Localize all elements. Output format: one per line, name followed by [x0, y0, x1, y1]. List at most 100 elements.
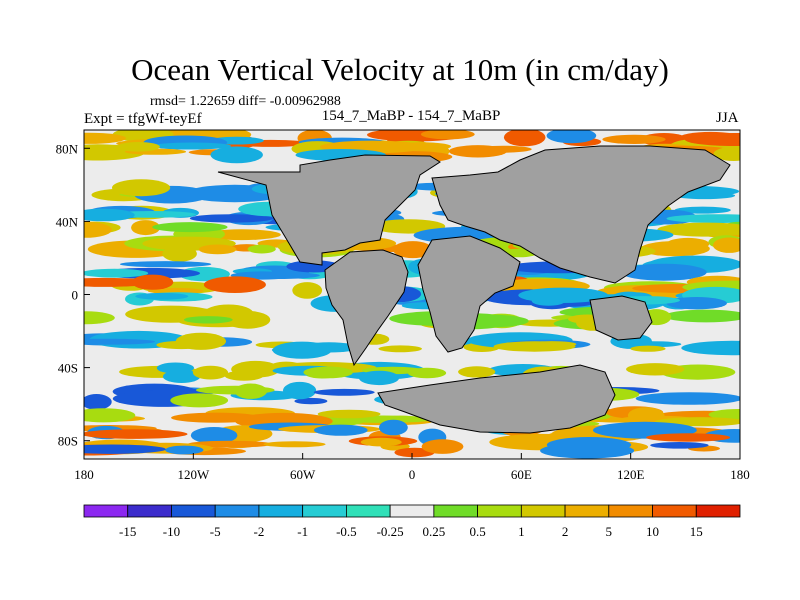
contour-patch: [646, 433, 731, 442]
lon-tick-label: 180: [730, 467, 750, 482]
contour-patch: [112, 179, 171, 197]
latitude-axis: 80N 40N 0 40S 80S: [56, 141, 90, 449]
australia-land: [589, 295, 653, 341]
contour-patch: [627, 407, 665, 424]
colorbar-label: 1: [518, 524, 525, 539]
contour-patch: [84, 444, 166, 454]
colorbar-swatch: [258, 504, 304, 518]
lon-tick-label: 120E: [617, 467, 645, 482]
contour-patch: [153, 142, 231, 150]
colorbar-swatch: [214, 504, 260, 518]
contour-patch: [666, 214, 740, 223]
colorbar-label: 0.25: [422, 524, 445, 539]
contour-patch: [458, 366, 496, 378]
contour-patch: [448, 145, 507, 158]
colorbar-swatch: [520, 504, 566, 518]
contour-patch: [674, 206, 731, 214]
contour-patch: [84, 394, 112, 410]
contour-patch: [358, 370, 400, 386]
contour-patch: [152, 222, 228, 233]
lat-tick-label: 0: [72, 288, 79, 303]
colorbar-label: 0.5: [469, 524, 485, 539]
lat-tick-label: 80S: [58, 434, 78, 449]
contour-patch: [190, 427, 238, 444]
contour-patch: [713, 146, 740, 161]
contour-patch: [630, 345, 666, 352]
south-america-land: [324, 249, 409, 367]
colorbar-label: -15: [119, 524, 136, 539]
contour-patch: [187, 440, 273, 448]
rmsd-diff-stats: rmsd= 1.22659 diff= -0.00962988: [150, 94, 341, 109]
contour-patch: [657, 222, 740, 237]
contour-patch: [198, 244, 237, 255]
contour-patch: [620, 263, 707, 281]
contour-patch: [407, 367, 447, 379]
colorbar-swatch: [389, 504, 435, 518]
contour-patch: [147, 287, 204, 295]
contour-patch: [303, 366, 353, 379]
contour-patch: [681, 340, 740, 356]
contour-patch: [183, 316, 233, 324]
contour-patch: [84, 221, 112, 238]
colorbar-swatch: [564, 504, 610, 518]
contour-patch: [135, 292, 189, 300]
lon-tick-label: 60W: [290, 467, 316, 482]
contour-patch: [713, 237, 740, 253]
contour-patch: [165, 445, 204, 455]
contour-patch: [116, 142, 160, 152]
contour-patch: [421, 439, 464, 454]
colorbar-label: 2: [562, 524, 569, 539]
contour-patch: [292, 282, 323, 299]
lon-tick-label: 0: [409, 467, 416, 482]
colorbar-label: 10: [646, 524, 659, 539]
contour-patch: [650, 442, 709, 449]
contour-patch: [546, 130, 597, 144]
contour-patch: [272, 341, 332, 359]
colorbar-label: -0.5: [336, 524, 357, 539]
colorbar-swatch: [83, 504, 129, 518]
contour-patch: [84, 268, 149, 278]
contour-patch: [420, 130, 475, 140]
map-field: [84, 130, 740, 459]
longitude-axis: 180 120W 60W 0 60E 120E 180: [74, 453, 750, 482]
colorbar: -15 -10 -5 -2 -1 -0.5 -0.25 0.25 0.5 1 2 5 10 15: [83, 504, 741, 539]
contour-patch: [317, 409, 381, 419]
contour-patch: [360, 437, 402, 447]
colorbar-swatch: [171, 504, 216, 518]
contour-patch: [378, 345, 423, 353]
experiment-label: Expt = tfgWf-teyEf: [84, 111, 202, 127]
colorbar-label: 5: [606, 524, 613, 539]
contour-patch: [192, 365, 229, 380]
lon-tick-label: 120W: [177, 467, 210, 482]
contour-patch: [493, 341, 576, 352]
contour-patch: [131, 274, 174, 290]
contour-patch: [263, 441, 326, 448]
lat-tick-label: 80N: [56, 141, 79, 156]
colorbar-label: -1: [297, 524, 308, 539]
contour-patch: [84, 408, 136, 423]
colorbar-swatch: [608, 504, 653, 518]
colorbar-label: -2: [254, 524, 265, 539]
contour-patch: [531, 296, 566, 306]
eurasia-land: [431, 145, 731, 284]
contour-patch: [162, 245, 197, 262]
contour-patch: [666, 297, 727, 310]
contour-patch: [84, 311, 115, 325]
lon-tick-label: 180: [74, 467, 94, 482]
colorbar-label: -10: [163, 524, 180, 539]
contour-patch: [602, 134, 666, 144]
colorbar-swatch: [477, 504, 522, 518]
contour-patch: [189, 214, 274, 223]
colorbar-label: -5: [210, 524, 221, 539]
americas-land: [217, 154, 441, 266]
contour-patch: [314, 424, 368, 436]
antarctica-land: [377, 364, 616, 434]
contour-patch: [379, 419, 408, 436]
lon-tick-label: 60E: [511, 467, 532, 482]
runs-label: 154_7_MaBP - 154_7_MaBP: [321, 108, 501, 124]
contour-patch: [283, 381, 317, 400]
lat-tick-label: 40N: [56, 214, 79, 229]
colorbar-swatch: [652, 504, 697, 518]
contour-patch: [84, 208, 135, 222]
